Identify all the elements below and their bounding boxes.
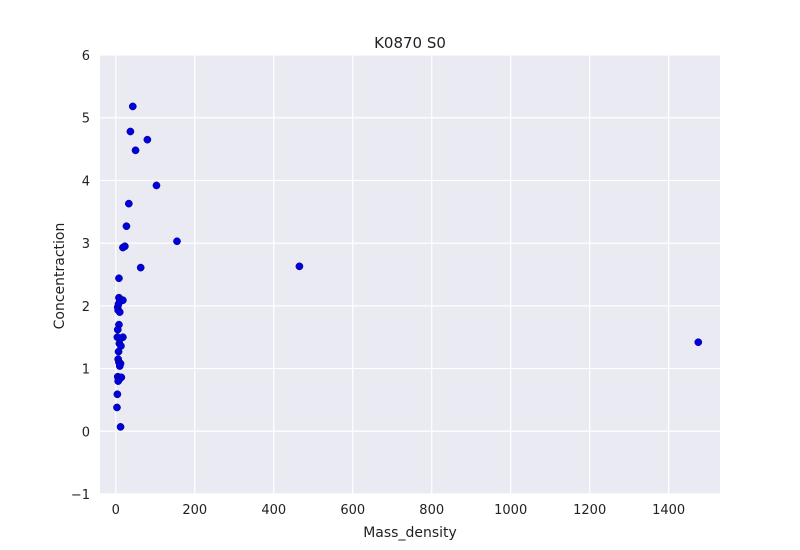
x-tick-label: 0 <box>112 503 120 518</box>
scatter-point <box>113 325 122 334</box>
chart-title: K0870 S0 <box>374 34 446 52</box>
scatter-point <box>122 222 131 231</box>
scatter-point <box>124 199 133 208</box>
scatter-point <box>116 423 125 431</box>
scatter-point <box>143 135 152 144</box>
scatter-point <box>173 237 181 246</box>
y-tick-label: 5 <box>82 112 90 127</box>
x-axis-label: Mass_density <box>363 525 457 541</box>
scatter-point <box>152 181 161 190</box>
y-tick-label: 3 <box>82 237 90 252</box>
scatter-point <box>115 274 123 283</box>
x-tick-label: 1400 <box>652 503 685 518</box>
x-tick-label: 800 <box>419 503 444 518</box>
x-tick-label: 1200 <box>573 503 606 518</box>
scatter-point <box>119 333 127 342</box>
scatter-point <box>114 377 123 385</box>
x-tick-label: 400 <box>261 503 286 518</box>
scatter-point <box>131 146 140 155</box>
scatter-point <box>114 347 123 356</box>
y-tick-label: 6 <box>82 49 90 64</box>
scatter-point <box>126 127 135 136</box>
scatter-point <box>115 362 124 370</box>
scatter-point <box>119 243 127 252</box>
data-points <box>113 102 703 431</box>
grid-lines <box>100 54 720 495</box>
y-tick-labels: −1 0 1 2 3 4 5 6 <box>71 49 90 503</box>
y-axis-label: Concentraction <box>52 223 68 330</box>
y-tick-label: 2 <box>82 300 90 315</box>
y-tick-label: 0 <box>82 425 90 440</box>
scatter-point <box>128 102 137 111</box>
y-tick-label: 1 <box>82 363 90 378</box>
plot-background <box>100 55 720 494</box>
x-tick-label: 1000 <box>494 503 527 518</box>
x-tick-label: 200 <box>182 503 207 518</box>
x-tick-label: 600 <box>340 503 365 518</box>
scatter-point <box>295 262 304 271</box>
x-tick-labels: 0 200 400 600 800 1000 1200 1400 <box>112 503 686 518</box>
y-tick-label: −1 <box>71 488 90 503</box>
scatter-point <box>694 338 703 347</box>
scatter-point <box>113 390 122 399</box>
scatter-point <box>115 308 124 316</box>
y-tick-label: 4 <box>82 174 90 189</box>
scatter-point <box>136 263 145 272</box>
scatter-point <box>113 403 121 412</box>
